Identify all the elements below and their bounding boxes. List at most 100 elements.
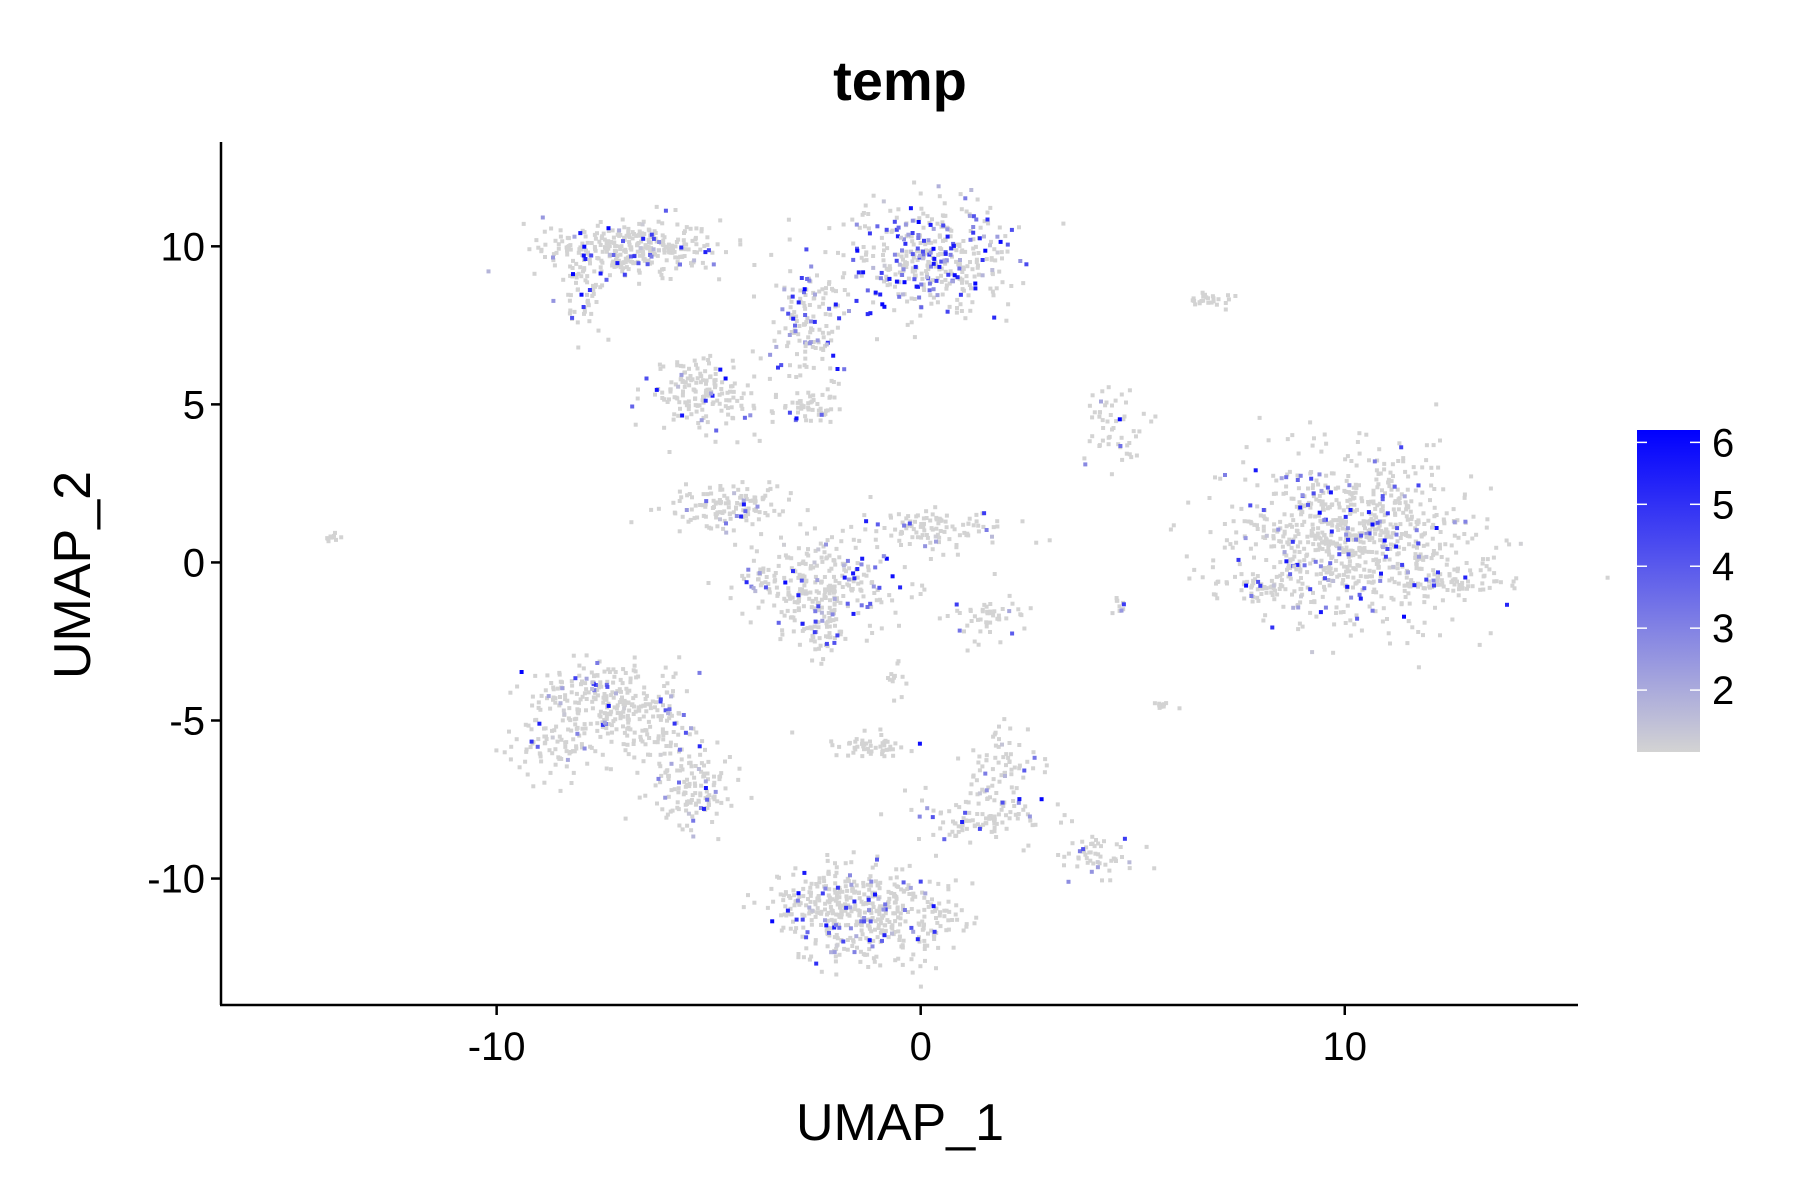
data-point — [1380, 619, 1385, 624]
data-point — [1374, 550, 1379, 555]
data-point — [827, 281, 831, 286]
data-point — [705, 391, 710, 396]
data-point — [1441, 584, 1446, 589]
data-point — [944, 286, 949, 291]
data-point — [582, 230, 587, 235]
data-point — [1313, 548, 1318, 553]
data-point — [715, 524, 720, 529]
data-point — [1107, 434, 1112, 439]
data-point — [640, 728, 645, 733]
data-point — [1272, 565, 1277, 570]
data-point — [1413, 488, 1418, 493]
data-point — [1117, 417, 1122, 422]
data-point — [1397, 571, 1402, 576]
data-point — [803, 589, 808, 594]
data-point — [964, 826, 969, 831]
data-point — [960, 280, 964, 285]
data-point — [686, 811, 691, 816]
data-point — [1441, 487, 1446, 492]
data-point — [1380, 497, 1385, 502]
data-point — [1418, 556, 1422, 561]
data-point — [662, 751, 667, 756]
data-point — [641, 759, 646, 764]
data-point — [1047, 538, 1052, 543]
data-point — [895, 234, 900, 239]
data-point — [724, 398, 729, 403]
data-point — [609, 723, 614, 728]
data-point — [833, 623, 837, 628]
data-point — [1366, 502, 1371, 507]
data-point — [780, 307, 785, 312]
data-point — [1255, 574, 1260, 578]
data-point — [1462, 492, 1467, 497]
data-point — [869, 604, 874, 609]
data-point — [810, 658, 815, 663]
data-point — [749, 545, 754, 550]
data-point — [591, 283, 595, 288]
data-point — [988, 620, 993, 625]
data-point — [1323, 605, 1328, 610]
data-point — [701, 400, 706, 405]
data-point — [1308, 471, 1313, 476]
data-point — [945, 227, 950, 232]
data-point — [831, 353, 836, 358]
data-point — [606, 703, 611, 708]
data-point — [788, 615, 793, 620]
data-point — [840, 275, 845, 280]
data-point — [754, 549, 759, 554]
data-point — [1424, 443, 1429, 448]
data-point — [576, 345, 581, 350]
data-point — [1153, 414, 1158, 419]
data-point — [1245, 579, 1250, 584]
data-point — [799, 300, 804, 305]
data-point — [814, 563, 819, 568]
data-point — [796, 575, 801, 580]
data-point — [560, 239, 565, 244]
data-point — [558, 679, 563, 684]
data-point — [1340, 581, 1345, 586]
data-point — [637, 229, 642, 234]
data-point — [677, 529, 682, 534]
data-point — [653, 705, 657, 710]
data-point — [1300, 624, 1305, 629]
data-point — [1421, 511, 1426, 516]
data-point — [895, 909, 900, 914]
data-point — [770, 919, 775, 924]
data-point — [902, 523, 907, 528]
data-point — [1494, 579, 1499, 584]
data-point — [926, 931, 930, 936]
data-point — [756, 605, 761, 610]
data-point — [1364, 531, 1369, 536]
data-point — [1187, 576, 1192, 581]
data-point — [796, 952, 801, 956]
data-point — [878, 727, 883, 732]
data-point — [530, 694, 535, 699]
data-point — [667, 716, 672, 721]
data-point — [935, 221, 940, 226]
data-point — [565, 252, 570, 257]
data-point — [1414, 539, 1419, 544]
data-point — [856, 921, 861, 926]
data-point — [828, 635, 833, 640]
data-point — [614, 727, 619, 732]
data-point — [980, 787, 985, 792]
data-point — [1429, 465, 1434, 470]
data-point — [923, 891, 928, 896]
data-point — [1413, 552, 1418, 557]
data-point — [994, 286, 999, 291]
data-point — [1249, 585, 1254, 590]
data-point — [1253, 468, 1258, 473]
data-point — [612, 705, 617, 710]
data-point — [1124, 400, 1128, 405]
data-point — [681, 238, 686, 243]
data-point — [627, 242, 632, 247]
data-point — [997, 737, 1001, 742]
data-point — [833, 302, 838, 307]
data-point — [880, 741, 885, 746]
data-point — [829, 407, 834, 412]
data-point — [790, 400, 795, 405]
data-point — [934, 966, 938, 971]
data-point — [1420, 555, 1425, 560]
data-point — [780, 509, 785, 514]
data-point — [571, 272, 575, 277]
